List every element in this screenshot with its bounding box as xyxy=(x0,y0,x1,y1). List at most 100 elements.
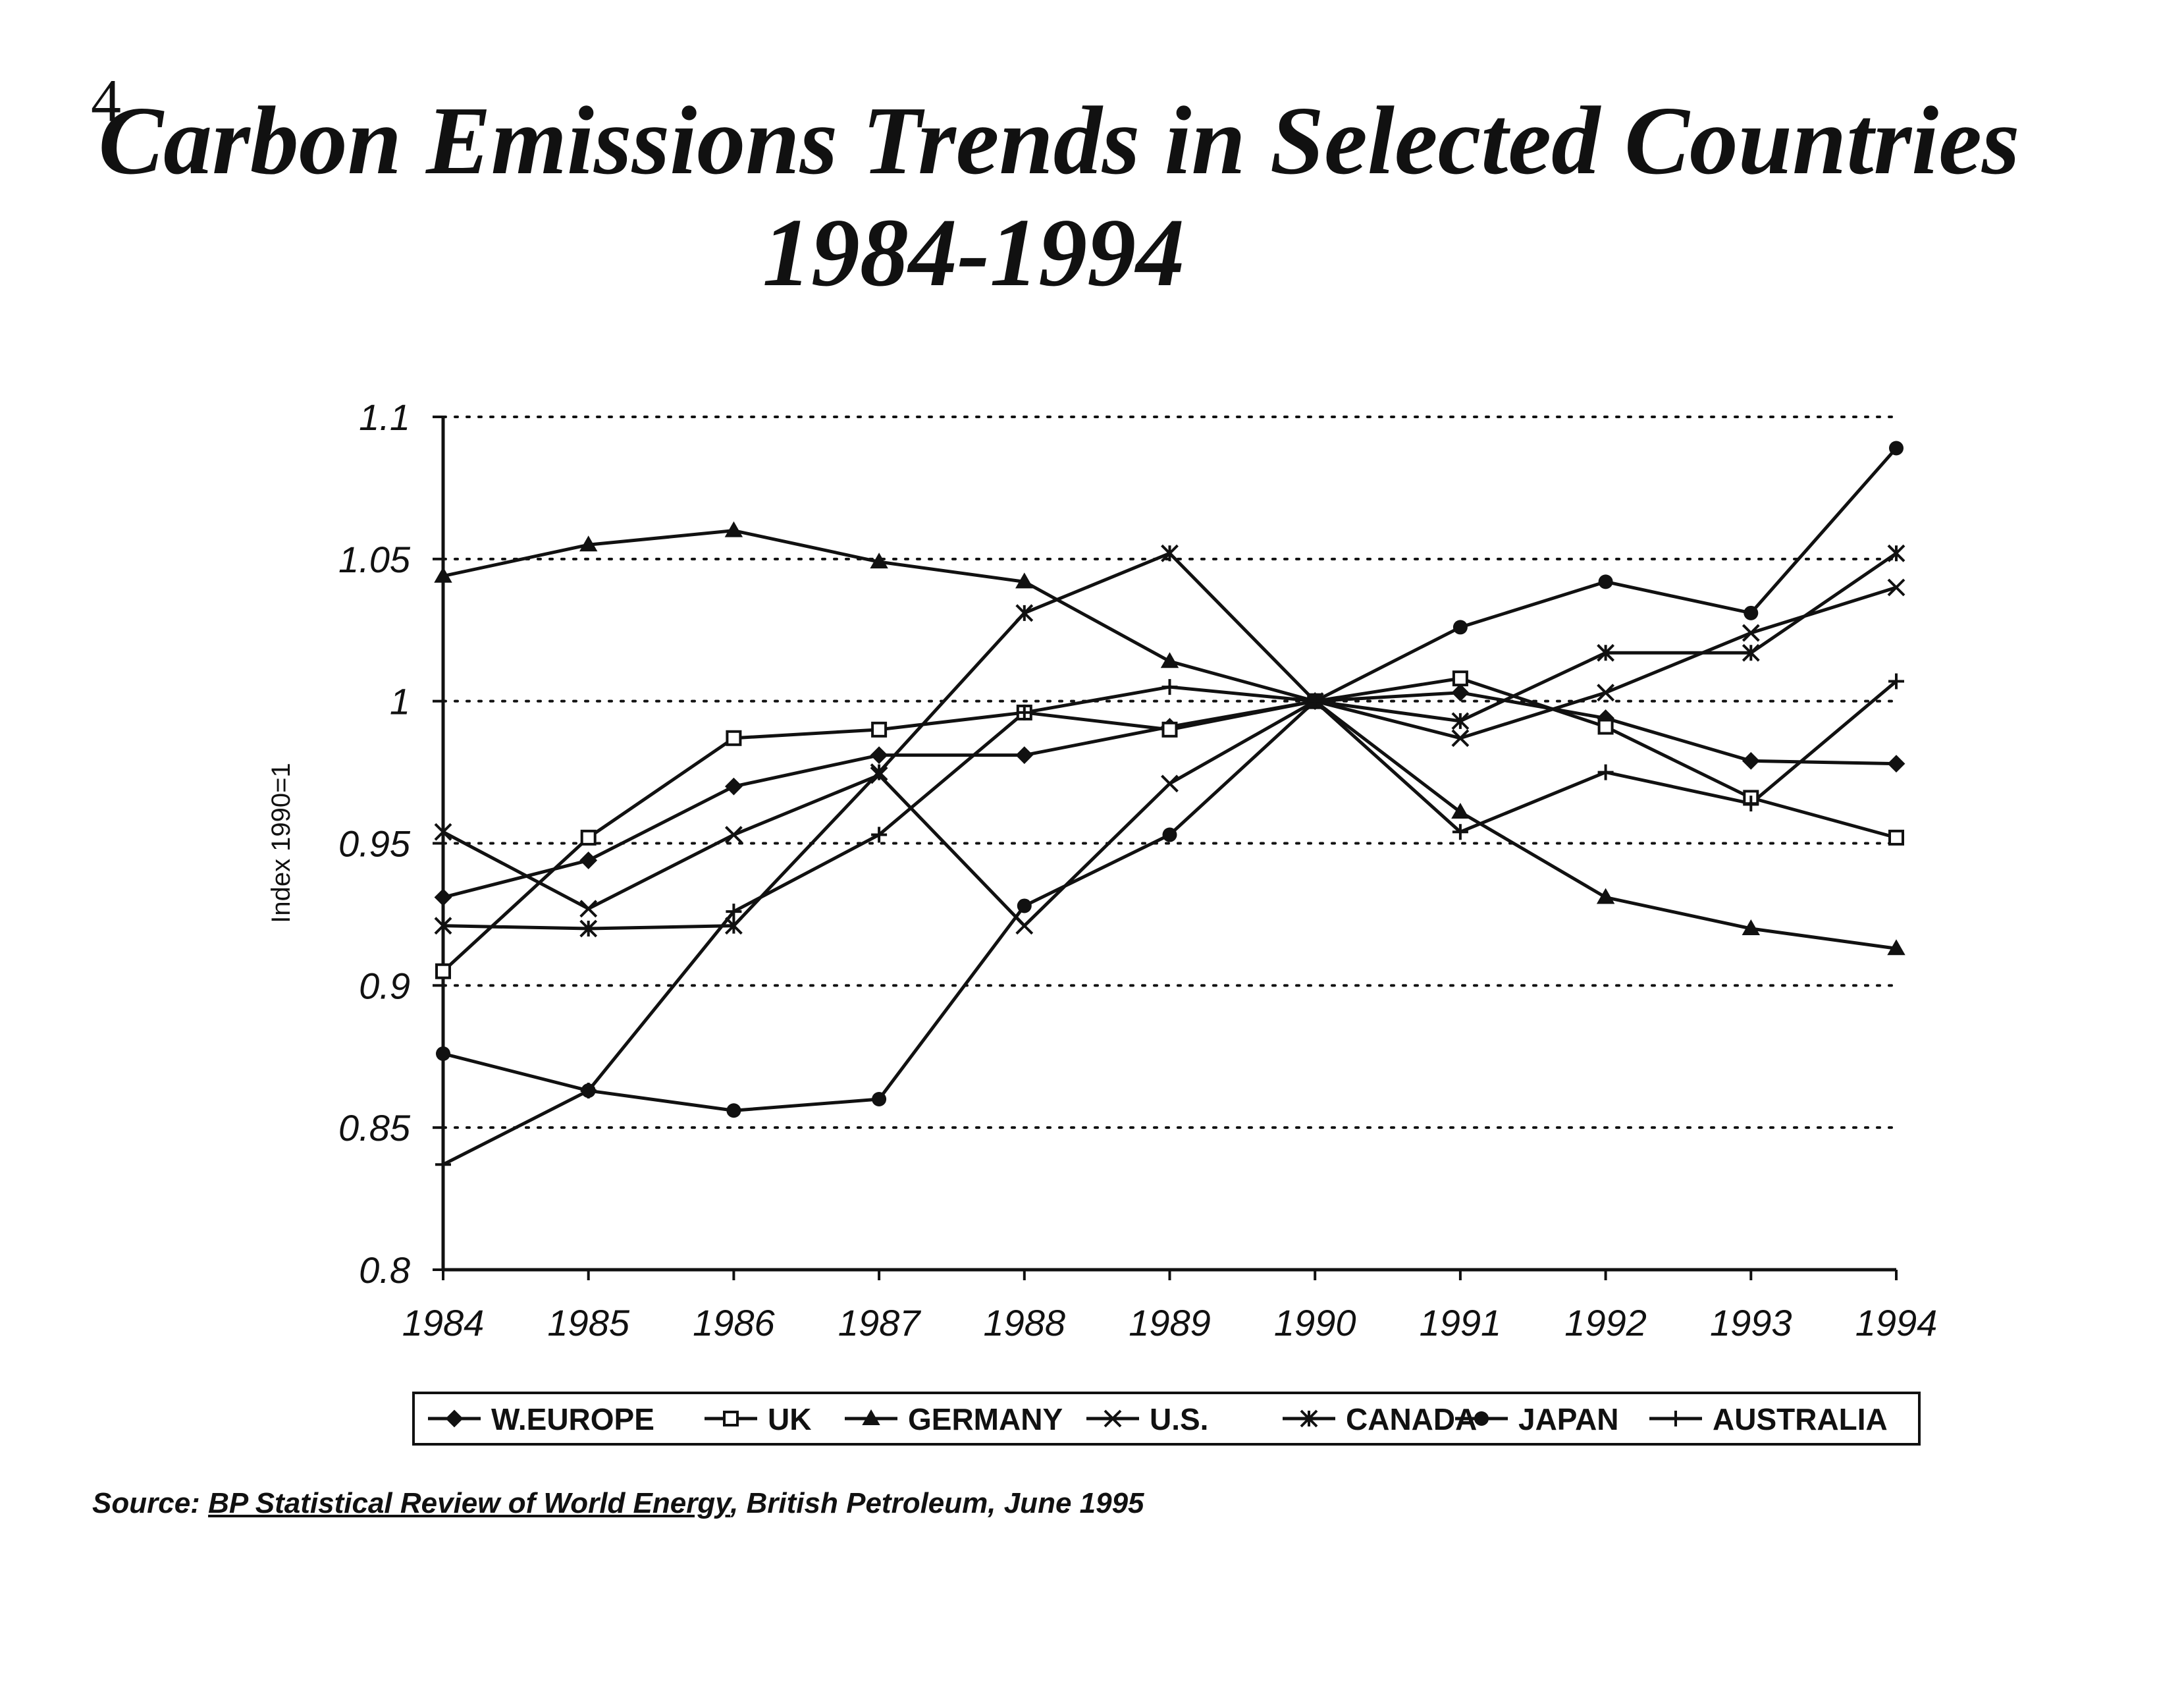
data-point xyxy=(1161,721,1178,738)
data-point xyxy=(579,900,598,918)
data-point xyxy=(1743,796,1759,812)
data-point xyxy=(1597,684,1615,702)
data-point xyxy=(1161,774,1179,793)
data-point xyxy=(862,1409,880,1425)
legend-item: U.S. xyxy=(1086,1402,1208,1436)
data-point xyxy=(1451,684,1470,702)
source-prefix: Source: xyxy=(92,1487,200,1519)
data-point xyxy=(1887,939,1905,956)
y-tick-label: 0.85 xyxy=(338,1107,411,1149)
page-number: 4 xyxy=(91,67,121,134)
data-point xyxy=(1307,693,1323,709)
series-markers xyxy=(434,441,1905,1173)
data-point xyxy=(1742,624,1760,642)
data-point xyxy=(579,919,598,938)
data-point xyxy=(579,535,598,552)
data-point xyxy=(1161,679,1178,695)
data-point xyxy=(434,917,452,935)
data-point xyxy=(445,1409,464,1428)
data-point xyxy=(870,553,888,569)
source-publication: BP Statistical Review of World Energy xyxy=(208,1487,731,1519)
legend-item: W.EUROPE xyxy=(428,1402,654,1436)
data-point xyxy=(1015,917,1034,935)
source-suffix: , British Petroleum, June 1995 xyxy=(730,1487,1144,1519)
legend-label: GERMANY xyxy=(908,1402,1063,1436)
data-point xyxy=(726,1103,741,1118)
data-point xyxy=(1887,755,1905,773)
data-point xyxy=(723,1411,739,1426)
data-point xyxy=(1015,604,1034,622)
y-tick-label: 0.95 xyxy=(338,823,411,865)
gridlines xyxy=(442,416,1898,1129)
data-point xyxy=(1596,888,1615,904)
data-point xyxy=(1452,670,1468,687)
y-tick-label: 1.05 xyxy=(338,539,411,580)
y-tick-label: 1.1 xyxy=(359,396,410,438)
data-point xyxy=(580,829,597,846)
data-point xyxy=(435,963,451,979)
data-point xyxy=(1162,827,1177,842)
chart-title: Carbon Emissions Trends in Selected Coun… xyxy=(98,87,2020,195)
data-point xyxy=(435,1156,451,1173)
data-point xyxy=(1598,574,1613,589)
series-line-u-s xyxy=(442,585,1897,928)
data-point xyxy=(1889,441,1904,456)
data-point xyxy=(724,917,743,935)
x-tick-label: 1990 xyxy=(1274,1302,1356,1343)
x-tick-label: 1992 xyxy=(1564,1302,1647,1343)
legend-item: JAPAN xyxy=(1455,1402,1619,1436)
data-point xyxy=(1888,829,1904,846)
data-point xyxy=(872,1092,887,1106)
legend-label: JAPAN xyxy=(1518,1402,1619,1436)
data-point xyxy=(1452,824,1468,840)
legend-item: AUSTRALIA xyxy=(1649,1402,1888,1436)
data-point xyxy=(1597,643,1615,662)
data-point xyxy=(436,1046,450,1061)
data-point xyxy=(1104,1409,1122,1428)
data-point xyxy=(434,888,452,906)
x-tick-label: 1986 xyxy=(693,1302,775,1343)
data-point xyxy=(1742,919,1761,935)
data-point xyxy=(579,851,598,869)
data-point xyxy=(1161,544,1179,562)
source-note: Source: BP Statistical Review of World E… xyxy=(92,1487,1144,1520)
x-tick-label: 1984 xyxy=(402,1302,485,1343)
data-point xyxy=(1597,719,1614,735)
data-point xyxy=(724,521,743,537)
legend-label: W.EUROPE xyxy=(491,1402,654,1436)
data-point xyxy=(1015,572,1034,589)
y-tick-label: 0.8 xyxy=(359,1249,410,1291)
data-point xyxy=(434,566,452,583)
axes: 0.8 0.85 0.9 0.95 1 1.05 1.1 1984 1985 1986 1987 19… xyxy=(267,396,1937,1343)
data-point xyxy=(1742,643,1760,662)
legend-label: U.S. xyxy=(1150,1402,1208,1436)
data-point xyxy=(1016,704,1032,720)
data-point xyxy=(1742,751,1760,770)
y-tick-label: 0.9 xyxy=(359,965,410,1006)
data-point xyxy=(580,1083,597,1099)
legend-label: AUSTRALIA xyxy=(1713,1402,1888,1436)
data-point xyxy=(1017,898,1032,913)
legend-box xyxy=(412,1392,1921,1446)
data-point xyxy=(1744,605,1759,620)
legend: W.EUROPE UK GERMANY U.S. CANADA JAPAN AUSTRALI… xyxy=(412,1392,1921,1446)
x-tick-label: 1987 xyxy=(838,1302,921,1343)
data-point xyxy=(1015,746,1034,765)
data-point xyxy=(1887,544,1905,562)
x-tick-label: 1993 xyxy=(1710,1302,1792,1343)
x-tick-label: 1988 xyxy=(984,1302,1066,1343)
legend-label: UK xyxy=(768,1402,811,1436)
data-point xyxy=(726,730,742,746)
y-tick-label: 1 xyxy=(390,681,410,722)
y-axis-title: Index 1990=1 xyxy=(267,763,296,923)
data-point xyxy=(870,746,888,765)
data-point xyxy=(1160,652,1179,668)
data-point xyxy=(871,827,888,843)
chart-subtitle: 1984-1994 xyxy=(762,199,1185,307)
x-tick-label: 1985 xyxy=(547,1302,629,1343)
data-point xyxy=(870,763,888,781)
series-line-australia xyxy=(442,680,1898,1166)
data-point xyxy=(1451,729,1470,747)
data-point xyxy=(724,777,743,796)
